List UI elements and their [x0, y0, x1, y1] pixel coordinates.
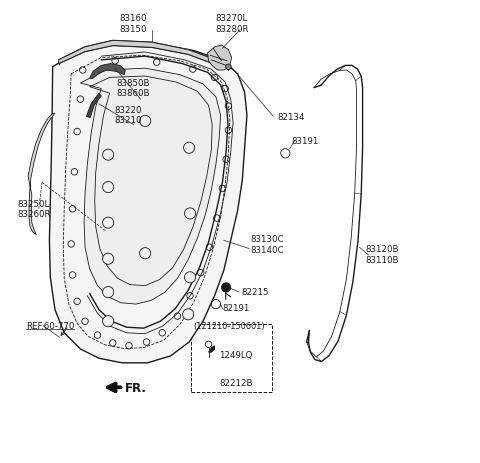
Text: REF.60-770: REF.60-770 [26, 321, 75, 330]
Polygon shape [208, 46, 232, 71]
Circle shape [182, 309, 194, 320]
Text: 82215: 82215 [241, 287, 268, 296]
Circle shape [103, 316, 114, 327]
Text: 83130C
83140C: 83130C 83140C [250, 235, 284, 254]
Text: 1249LQ: 1249LQ [219, 350, 252, 360]
Text: 83160
83150: 83160 83150 [119, 14, 146, 33]
Circle shape [103, 150, 114, 161]
Polygon shape [90, 64, 125, 79]
Text: 83220
83210: 83220 83210 [114, 106, 142, 125]
Text: FR.: FR. [125, 381, 147, 394]
Text: 83120B
83110B: 83120B 83110B [366, 245, 399, 264]
Text: 82212B: 82212B [219, 378, 252, 388]
Bar [192, 324, 272, 392]
Circle shape [184, 272, 195, 283]
Polygon shape [49, 42, 247, 363]
Polygon shape [28, 114, 55, 235]
Circle shape [103, 218, 114, 229]
Polygon shape [208, 346, 215, 352]
Text: (121210-150601): (121210-150601) [193, 322, 264, 331]
Text: 82191: 82191 [222, 303, 250, 312]
Circle shape [103, 182, 114, 193]
Polygon shape [80, 69, 221, 305]
Circle shape [140, 248, 151, 259]
Circle shape [226, 65, 231, 70]
Circle shape [103, 287, 114, 298]
Text: 82134: 82134 [277, 113, 304, 121]
Polygon shape [59, 41, 213, 64]
Circle shape [140, 116, 151, 127]
Ellipse shape [117, 137, 182, 238]
Circle shape [103, 254, 114, 265]
Text: 83250L
83260R: 83250L 83260R [17, 200, 50, 219]
Text: 83191: 83191 [292, 137, 319, 146]
Text: 83270L
83280R: 83270L 83280R [215, 14, 249, 33]
Circle shape [183, 143, 195, 154]
Circle shape [184, 208, 195, 219]
Circle shape [221, 283, 231, 293]
Polygon shape [86, 94, 101, 119]
Text: 83850B
83860B: 83850B 83860B [117, 79, 150, 98]
